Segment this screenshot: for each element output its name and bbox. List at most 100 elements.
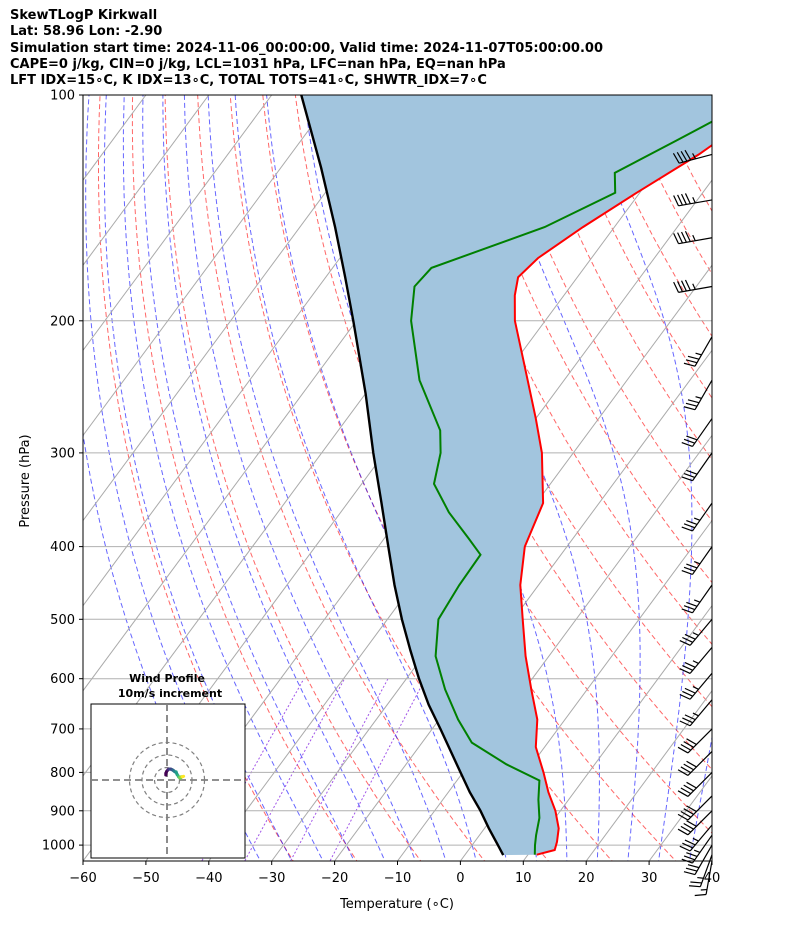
mixing-ratio-line <box>244 678 346 861</box>
wind-barb-feather <box>673 281 680 293</box>
isotherm <box>83 95 210 267</box>
indices-line-1: CAPE=0 j/kg, CIN=0 j/kg, LCL=1031 hPa, L… <box>10 56 506 72</box>
dry-adiabat <box>779 86 794 864</box>
wind-barb-staff <box>694 379 713 410</box>
wind-barb-feather <box>677 746 689 754</box>
wind-barb-staff <box>687 750 713 776</box>
wind-barb-staff <box>687 728 713 754</box>
wind-barb-feather <box>683 784 694 792</box>
moist-adiabat <box>720 95 794 865</box>
wind-barb-feather <box>677 828 689 836</box>
x-tick-label: −20 <box>321 871 348 886</box>
wind-barb-feather <box>686 469 698 475</box>
wind-barb-feather <box>682 690 693 697</box>
wind-barb-feather <box>686 519 698 525</box>
isotherm <box>83 95 84 96</box>
moist-adiabat <box>183 95 416 861</box>
wind-barb-feather <box>679 640 691 646</box>
x-tick-label: −50 <box>132 871 159 886</box>
y-tick-label: 500 <box>50 613 75 628</box>
wind-barb <box>679 672 713 700</box>
wind-barb-feather <box>677 194 683 206</box>
wind-barb <box>677 795 713 821</box>
wind-barb-feather <box>684 279 691 291</box>
wind-barb-half-feather <box>693 517 701 521</box>
hodograph-plot <box>91 704 245 858</box>
wind-barb-half-feather <box>695 396 702 399</box>
wind-barb-feather <box>673 233 680 244</box>
wind-barb-feather <box>686 601 698 607</box>
dry-adiabat <box>652 95 712 213</box>
indices-line-2: LFT IDX=15∘C, K IDX=13∘C, TOTAL TOTS=41∘… <box>10 73 487 89</box>
y-tick-label: 300 <box>50 446 75 461</box>
wind-barb-staff <box>692 418 713 447</box>
wind-barb-half-feather <box>693 599 701 603</box>
wind-barb-feather <box>680 811 692 818</box>
wind-barb-staff <box>689 824 713 852</box>
wind-barb-staff <box>689 618 713 646</box>
y-tick-label: 800 <box>50 766 75 781</box>
cape-area <box>301 95 712 856</box>
moist-adiabat <box>406 95 600 861</box>
temperature-line <box>513 143 712 856</box>
x-tick-label: 10 <box>515 871 532 886</box>
y-tick-label: 100 <box>50 89 75 104</box>
wind-barb <box>677 810 713 836</box>
y-axis-label: Pressure (hPa) <box>18 434 33 527</box>
wind-barb-feather <box>686 738 697 745</box>
wind-barb-feather <box>694 893 707 897</box>
wind-barb-staff <box>694 844 713 875</box>
moist-adiabat <box>162 95 386 861</box>
wind-barb-feather <box>680 787 692 795</box>
x-tick-label: −60 <box>69 871 96 886</box>
x-axis-label: Temperature (∘C) <box>339 897 454 912</box>
y-tick-label: 600 <box>50 672 75 687</box>
wind-barb-feather <box>684 714 696 721</box>
wind-barb <box>679 618 713 646</box>
wind-barb-staff <box>678 285 713 293</box>
x-tick-label: −40 <box>195 871 222 886</box>
dry-adiabat <box>685 95 712 149</box>
wind-barb-staff <box>687 795 713 821</box>
wind-barb-feather <box>683 605 695 611</box>
x-tick-label: −30 <box>258 871 285 886</box>
wind-barb-staff <box>692 452 713 482</box>
wind-barb-staff <box>692 584 713 614</box>
wind-barb <box>677 750 713 776</box>
wind-barb-feather <box>681 570 693 576</box>
x-tick-label: 30 <box>641 871 658 886</box>
wind-barb-half-feather <box>692 837 699 842</box>
dry-adiabat <box>490 95 712 522</box>
wind-barb-feather <box>684 687 696 694</box>
wind-barb-feather <box>686 805 697 813</box>
wind-barb-feather <box>677 232 683 244</box>
wind-barb-feather <box>680 766 692 774</box>
isotherm <box>522 604 712 861</box>
wind-barb-staff <box>689 672 713 700</box>
wind-barb-staff <box>692 834 713 864</box>
wind-barb-feather <box>677 281 683 292</box>
dry-adiabat <box>164 95 422 861</box>
wind-barb-feather <box>686 852 698 858</box>
wind-barb-half-feather <box>692 196 696 204</box>
wind-barb-feather <box>683 523 695 529</box>
isotherm <box>585 689 712 861</box>
wind-barb <box>679 824 713 852</box>
wind-barb-staff <box>689 699 713 727</box>
wind-barb <box>677 771 713 797</box>
hodograph-inset: Wind Profile 10m/s increment <box>90 672 246 859</box>
wind-barb-feather <box>681 442 693 447</box>
wind-barb <box>683 379 713 411</box>
wind-barb-feather <box>683 822 694 830</box>
wind-barb-feather <box>677 790 689 797</box>
wind-barb-feather <box>672 153 680 164</box>
isotherm <box>83 95 273 352</box>
dry-adiabat <box>620 95 712 275</box>
wind-barb-feather <box>686 435 698 441</box>
wind-barb-feather <box>679 668 691 674</box>
wind-barb-half-feather <box>692 283 696 290</box>
moist-adiabat <box>688 95 712 861</box>
wind-barb-feather <box>682 842 693 849</box>
wind-barb-feather <box>685 359 698 364</box>
moist-adiabat <box>207 95 447 861</box>
